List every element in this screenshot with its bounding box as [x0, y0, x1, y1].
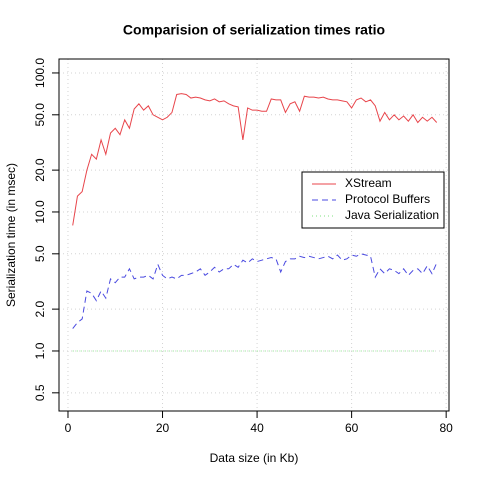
x-axis-label: Data size (in Kb) — [210, 451, 299, 465]
plot-border — [58, 58, 450, 412]
x-tick-label: 60 — [345, 421, 359, 435]
legend-label: XStream — [345, 176, 392, 190]
y-tick-label: 100.0 — [33, 58, 47, 88]
legend-label: Java Serialization — [345, 208, 439, 222]
y-tick-label: 20.0 — [33, 158, 47, 182]
y-tick-label: 1.0 — [33, 342, 47, 359]
y-tick-label: 0.5 — [33, 384, 47, 401]
legend-label: Protocol Buffers — [345, 192, 430, 206]
y-tick-label: 10.0 — [33, 200, 47, 224]
data-line — [72, 93, 438, 226]
x-tick-label: 40 — [250, 421, 264, 435]
y-tick-label: 2.0 — [33, 300, 47, 317]
data-line — [72, 253, 438, 329]
x-tick-label: 20 — [156, 421, 170, 435]
x-tick-label: 0 — [65, 421, 72, 435]
y-tick-label: 5.0 — [33, 245, 47, 262]
chart-title: Comparision of serialization times ratio — [123, 22, 385, 38]
y-tick-label: 50.0 — [33, 103, 47, 127]
y-axis-label: Serialization time (in msec) — [4, 163, 18, 307]
x-tick-label: 80 — [439, 421, 453, 435]
